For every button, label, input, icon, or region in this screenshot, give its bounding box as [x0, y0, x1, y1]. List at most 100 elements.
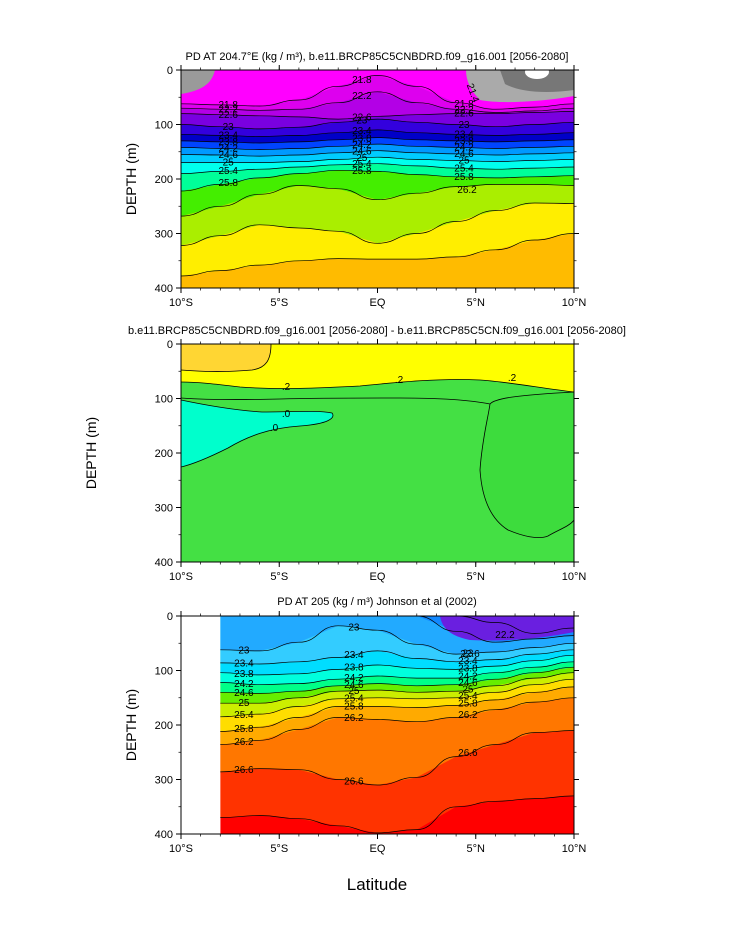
x-tick-label: 5°S [270, 843, 288, 855]
panel2-plot: .2 .2 .2 .0 .0 10°S 5°S EQ 5°N 10°N 0 100 200 30… [83, 339, 586, 583]
x-tick-label: EQ [370, 297, 386, 309]
isopycnal-line-23.8 [181, 137, 574, 144]
contour-label: 25 [462, 685, 474, 696]
no-data-region [181, 616, 221, 834]
x-axis-label: Latitude [347, 875, 408, 894]
isopycnal-line-25 [181, 156, 574, 163]
isopycnal-line-26.6 [181, 202, 574, 246]
contour-label: 26.2 [458, 710, 478, 721]
contour-label: 23 [458, 120, 470, 131]
panel2-title: b.e11.BRCP85C5CNBDRD.f09_g16.001 [2056-2… [128, 325, 626, 337]
isopycnal-line-23 [181, 118, 574, 130]
contour-label: 25.8 [218, 178, 238, 189]
y-tick-label: 0 [167, 339, 173, 351]
isopycnal-line-23.4 [181, 129, 574, 137]
contour-label: 26.2 [234, 737, 254, 748]
y-tick-label: 200 [155, 448, 173, 460]
y-tick-label: 100 [155, 394, 173, 406]
panel3-title: PD AT 205 (kg / m³) Johnson et al (2002) [277, 596, 477, 608]
isopycnal-line-25.8 [220, 686, 574, 732]
x-tick-label: 10°S [169, 843, 193, 855]
contour-label: 24.2 [234, 679, 254, 690]
isopycnal-line-27 [220, 795, 574, 834]
isopycnal-line-26.2 [181, 184, 574, 217]
contour-label: 22.6 [454, 109, 474, 120]
contour-label: 23.4 [352, 126, 372, 137]
y-tick-label: 400 [155, 829, 173, 841]
y-tick-label: 300 [155, 503, 173, 515]
contour-label: 22.6 [352, 112, 372, 123]
contour-label: 25 [356, 153, 368, 164]
contour-label: 23.4 [234, 659, 254, 670]
p2-contour-00 [181, 399, 334, 468]
p2-contour-02 [181, 397, 491, 405]
contour-label: 24.2 [344, 673, 364, 684]
x-tick-label: EQ [370, 843, 386, 855]
isopycnal-line-24.2 [220, 661, 574, 686]
isopycnal-line-27 [181, 233, 574, 277]
p2-contour-04 [181, 344, 272, 372]
x-tick-label: 10°S [169, 571, 193, 583]
contour-label: 22.2 [454, 105, 474, 116]
grey-patch-left [181, 70, 215, 94]
contour-label: 24.2 [458, 672, 478, 683]
contour-label: 26.2 [344, 713, 364, 724]
contour-label: 25 [348, 686, 360, 697]
contour-label: 23 [348, 623, 360, 634]
isopycnal-line-24.6 [220, 666, 574, 694]
y-tick-label: 400 [155, 283, 173, 295]
isopycnal-line-25 [220, 672, 574, 704]
contour-label: 23.8 [344, 663, 364, 674]
isopycnal-line-26.6 [220, 730, 574, 786]
violet-patch [440, 616, 574, 641]
isopycnal-line-24.6 [181, 150, 574, 157]
p2-contour-label: .0 [270, 423, 279, 434]
x-tick-label: 5°N [467, 297, 486, 309]
isopycnal-line-26.2 [220, 697, 574, 745]
y-axis-label: DEPTH (m) [123, 689, 139, 761]
contour-label: 24.6 [454, 149, 474, 160]
contour-label: 24.2 [218, 144, 238, 155]
contour-label: 25.8 [454, 172, 474, 183]
y-tick-label: 200 [155, 174, 173, 186]
isopycnal-line-22.6 [220, 616, 574, 643]
contour-label: 24.2 [454, 143, 474, 154]
contour-label: 24.6 [218, 150, 238, 161]
p2-contour-label: .2 [282, 382, 291, 393]
isopycnal-line-24.2 [181, 143, 574, 150]
region-green-right [479, 391, 574, 538]
p2-contour-label: .2 [508, 373, 517, 384]
y-tick-label: 100 [155, 120, 173, 132]
contour-label: 25 [458, 156, 470, 167]
x-tick-label: 10°N [562, 297, 587, 309]
contour-label: 25 [238, 698, 250, 709]
contour-label: 23 [238, 645, 250, 656]
y-tick-label: 400 [155, 557, 173, 569]
contour-label: 25.4 [344, 693, 364, 704]
y-tick-label: 300 [155, 775, 173, 787]
region-orange-patch [181, 344, 271, 372]
x-tick-label: 5°N [467, 843, 486, 855]
contour-label: 22.6 [218, 110, 238, 121]
white-patch [525, 70, 549, 79]
isopycnal-line-21.8 [181, 75, 574, 110]
grey-patch-right-dark [500, 70, 574, 92]
contour-label: 25 [223, 158, 235, 169]
region-cyan-pool [181, 400, 333, 467]
contour-label: 23.8 [218, 137, 238, 148]
contour-label: 24.6 [352, 147, 372, 158]
contour-label: 23.4 [458, 656, 478, 667]
x-tick-label: 10°N [562, 571, 587, 583]
isopycnal-line-25.4 [181, 163, 574, 174]
isopycnal-line-23 [220, 625, 574, 655]
panel1-title: PD AT 204.7°E (kg / m³), b.e11.BRCP85C5C… [186, 51, 569, 63]
contour-label: 25.4 [352, 159, 372, 170]
contour-label: 25.4 [218, 166, 238, 177]
contour-label: 23.8 [352, 134, 372, 145]
contour-label: 23 [462, 649, 474, 660]
y-tick-label: 0 [167, 611, 173, 623]
contour-label: 26.6 [234, 765, 254, 776]
contour-label: 23.4 [218, 131, 238, 142]
